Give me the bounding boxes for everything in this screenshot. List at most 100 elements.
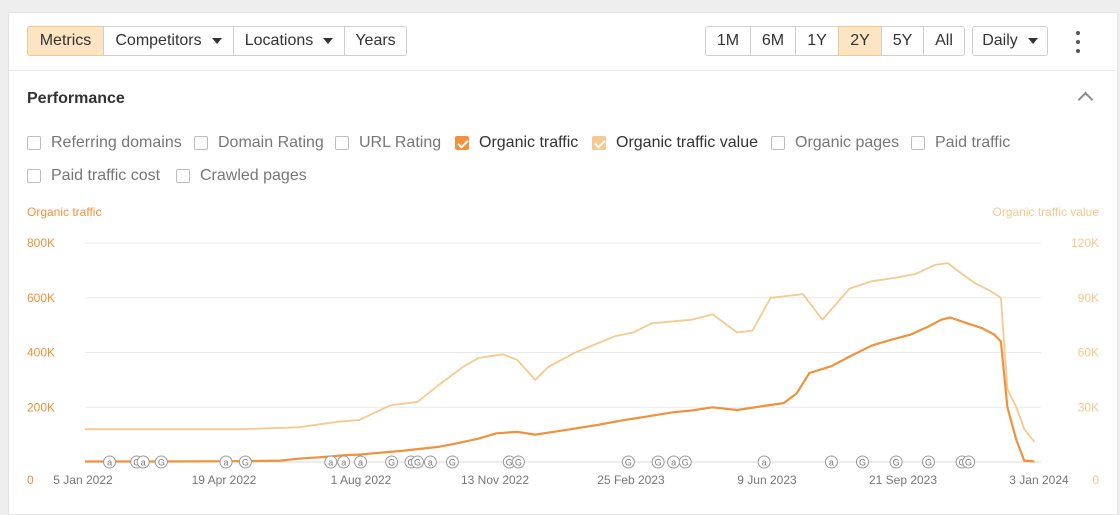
tab-years[interactable]: Years: [344, 26, 407, 56]
annotation-label: a: [141, 458, 146, 468]
checkbox-unchecked-icon[interactable]: [27, 169, 41, 183]
y-left-tick-label: 600K: [27, 291, 55, 305]
annotation-label: a: [762, 458, 767, 468]
tab-competitors[interactable]: Competitors: [103, 26, 234, 56]
metric-crawled-pages[interactable]: Crawled pages: [176, 167, 307, 185]
tab-metrics[interactable]: Metrics: [27, 26, 104, 56]
y-right-tick-label: 90K: [1078, 291, 1099, 305]
metric-organic-traffic[interactable]: Organic traffic: [455, 134, 578, 152]
metric-label: Paid traffic cost: [51, 167, 161, 184]
metric-label: Organic traffic value: [616, 134, 758, 151]
annotation-marker: [824, 455, 838, 469]
range-2y[interactable]: 2Y: [838, 26, 882, 56]
annotation-marker: [511, 455, 525, 469]
toolbar: Metrics Competitors Locations Years 1M 6M 1Y 2…: [9, 13, 1119, 71]
x-tick-label: 25 Feb 2023: [597, 473, 665, 487]
filter-tabs: Metrics Competitors Locations Years: [27, 26, 407, 56]
metric-referring-domains[interactable]: Referring domains: [27, 134, 182, 152]
annotation-marker: [219, 455, 233, 469]
annotation-marker: [678, 455, 692, 469]
checkbox-unchecked-icon[interactable]: [27, 136, 41, 150]
range-6m[interactable]: 6M: [750, 26, 796, 56]
annotation-label: G: [388, 458, 395, 468]
range-all[interactable]: All: [923, 26, 965, 56]
interval-label: Daily: [982, 32, 1018, 49]
annotation-marker: [103, 455, 117, 469]
annotation-marker: [962, 455, 976, 469]
tab-label: Competitors: [115, 32, 202, 49]
x-tick-label: 5 Jan 2022: [53, 473, 113, 487]
x-tick-label: 13 Nov 2022: [461, 473, 529, 487]
x-tick-label: 19 Apr 2022: [192, 473, 257, 487]
annotation-label: G: [965, 458, 972, 468]
metric-label: Organic pages: [795, 134, 900, 151]
annotation-label: G: [682, 458, 689, 468]
interval-dropdown[interactable]: Daily: [972, 26, 1048, 56]
range-selector: 1M 6M 1Y 2Y 5Y All: [705, 26, 965, 56]
annotation-label: G: [893, 458, 900, 468]
collapse-chevron-up-icon[interactable]: [1077, 91, 1094, 108]
metric-label: URL Rating: [359, 134, 442, 151]
tab-label: Metrics: [39, 32, 92, 49]
checkbox-checked-icon[interactable]: [455, 136, 469, 150]
metric-domain-rating[interactable]: Domain Rating: [194, 134, 324, 152]
annotation-marker: [423, 455, 437, 469]
x-tick-label: 21 Sep 2023: [869, 473, 937, 487]
tab-label: Locations: [244, 32, 314, 49]
annotation-marker: [136, 455, 150, 469]
panel-title: Performance: [27, 90, 125, 107]
annotation-label: G: [925, 458, 932, 468]
checkbox-checked-icon[interactable]: [592, 136, 606, 150]
annotation-label: G: [242, 458, 249, 468]
checkbox-unchecked-icon[interactable]: [176, 169, 190, 183]
tab-label: Years: [355, 32, 396, 49]
range-1m[interactable]: 1M: [705, 26, 751, 56]
annotation-label: G: [859, 458, 866, 468]
annotation-label: G: [449, 458, 456, 468]
metric-paid-traffic-cost[interactable]: Paid traffic cost: [27, 167, 160, 185]
chevron-down-icon: [1027, 38, 1038, 44]
annotation-label: a: [341, 458, 346, 468]
checkbox-unchecked-icon[interactable]: [194, 136, 208, 150]
checkbox-unchecked-icon[interactable]: [335, 136, 349, 150]
metric-organic-traffic-value[interactable]: Organic traffic value: [592, 134, 758, 152]
annotation-marker: [238, 455, 252, 469]
annotation-marker: [855, 455, 869, 469]
metric-organic-pages[interactable]: Organic pages: [771, 134, 899, 152]
annotation-label: a: [358, 458, 363, 468]
metric-paid-traffic[interactable]: Paid traffic: [911, 134, 1010, 152]
annotation-marker: [621, 455, 635, 469]
performance-card: Metrics Competitors Locations Years 1M 6M 1Y 2…: [8, 12, 1119, 515]
annotation-marker: [354, 455, 368, 469]
tab-locations[interactable]: Locations: [233, 26, 345, 56]
annotation-label: G: [158, 458, 165, 468]
metric-url-rating[interactable]: URL Rating: [335, 134, 441, 152]
annotation-marker: [385, 455, 399, 469]
metric-label: Crawled pages: [200, 167, 307, 184]
x-tick-label: 1 Aug 2022: [331, 473, 392, 487]
checkbox-unchecked-icon[interactable]: [771, 136, 785, 150]
annotation-label: G: [655, 458, 662, 468]
y-right-tick-label: 60K: [1078, 346, 1099, 360]
annotation-marker: [889, 455, 903, 469]
series-line-organic-traffic-value: [85, 262, 1036, 443]
checkbox-unchecked-icon[interactable]: [911, 136, 925, 150]
annotation-label: a: [223, 458, 228, 468]
right-axis-title: Organic traffic value: [992, 205, 1100, 219]
annotation-marker: [324, 455, 338, 469]
annotation-label: a: [671, 458, 676, 468]
y-right-tick-label: 30K: [1078, 400, 1099, 414]
range-1y[interactable]: 1Y: [795, 26, 839, 56]
more-options-icon[interactable]: [1071, 31, 1085, 53]
annotation-label: G: [515, 458, 522, 468]
annotation-label: a: [328, 458, 333, 468]
annotation-label: a: [107, 458, 112, 468]
annotation-label: G: [506, 458, 513, 468]
chevron-down-icon: [323, 38, 334, 44]
annotation-marker: [757, 455, 771, 469]
annotation-label: G: [625, 458, 632, 468]
range-5y[interactable]: 5Y: [881, 26, 924, 56]
annotation-marker: [651, 455, 665, 469]
x-tick-label: 9 Jun 2023: [737, 473, 797, 487]
annotation-marker: [921, 455, 935, 469]
